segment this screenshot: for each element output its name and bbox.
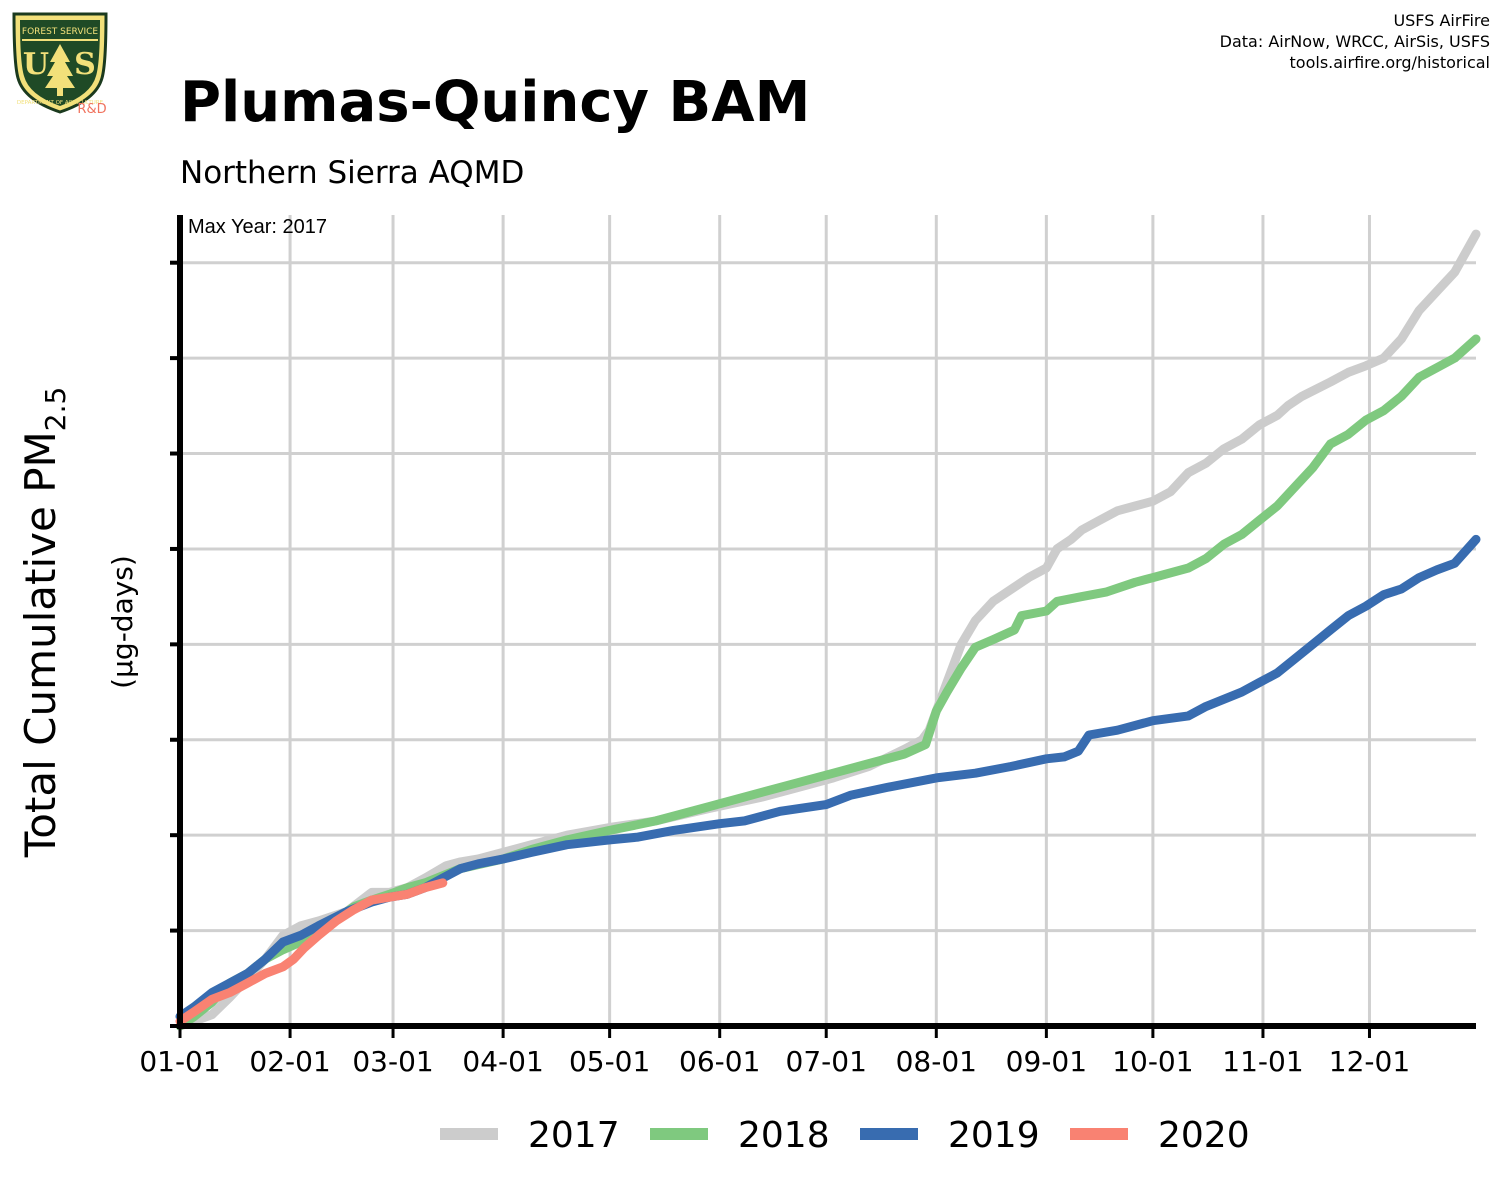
logo-right-letter: S xyxy=(74,47,96,82)
credits: USFS AirFire Data: AirNow, WRCC, AirSis,… xyxy=(1220,10,1490,73)
logo-bottom-text: DEPARTMENT OF AGRICULTURE xyxy=(17,100,104,106)
x-tick-label: 02-01 xyxy=(249,1045,330,1078)
legend: 2017 2018 2019 2020 xyxy=(440,1115,1250,1156)
x-tick-label: 08-01 xyxy=(896,1045,977,1078)
credit-line: Data: AirNow, WRCC, AirSis, USFS xyxy=(1219,32,1490,51)
x-tick-label: 11-01 xyxy=(1222,1045,1303,1078)
logo-top-text: FOREST SERVICE xyxy=(22,27,99,37)
max-year-annotation: Max Year: 2017 xyxy=(188,216,327,238)
y-axis-label-main: Total Cumulative PM xyxy=(16,431,65,858)
logo-left-letter: U xyxy=(23,47,49,82)
legend-label-2017: 2017 xyxy=(528,1115,620,1156)
logo-rd-tag: R&D xyxy=(77,102,106,116)
y-axis-label: Total Cumulative PM2.5 xyxy=(16,387,72,859)
chart-title: Plumas-Quincy BAM xyxy=(180,70,811,135)
y-axis-units: (µg-days) xyxy=(106,555,139,689)
legend-label-2018: 2018 xyxy=(738,1115,830,1156)
x-tick-label: 12-01 xyxy=(1329,1045,1410,1078)
credit-line: USFS AirFire xyxy=(1393,11,1490,30)
series-line-2020 xyxy=(175,878,448,1026)
x-tick-label: 03-01 xyxy=(352,1045,433,1078)
x-tick-label: 09-01 xyxy=(1006,1045,1087,1078)
x-tick-label: 06-01 xyxy=(679,1045,760,1078)
series-line-2017 xyxy=(175,229,1481,1031)
chart-subtitle: Northern Sierra AQMD xyxy=(180,155,525,191)
x-tick-label: 10-01 xyxy=(1112,1045,1193,1078)
x-tick-label: 04-01 xyxy=(462,1045,543,1078)
usfs-shield-icon: FOREST SERVICE U S DEPARTMENT OF AGRICUL… xyxy=(12,12,108,116)
x-tick-label: 05-01 xyxy=(569,1045,650,1078)
legend-label-2020: 2020 xyxy=(1158,1115,1250,1156)
y-axis-label-subscript: 2.5 xyxy=(39,387,72,432)
tree-icon xyxy=(45,44,75,88)
x-tick-label: 01-01 xyxy=(139,1045,220,1078)
series-line-2018 xyxy=(175,334,1481,1031)
legend-label-2019: 2019 xyxy=(948,1115,1040,1156)
credit-line: tools.airfire.org/historical xyxy=(1289,53,1490,72)
x-tick-label: 07-01 xyxy=(786,1045,867,1078)
